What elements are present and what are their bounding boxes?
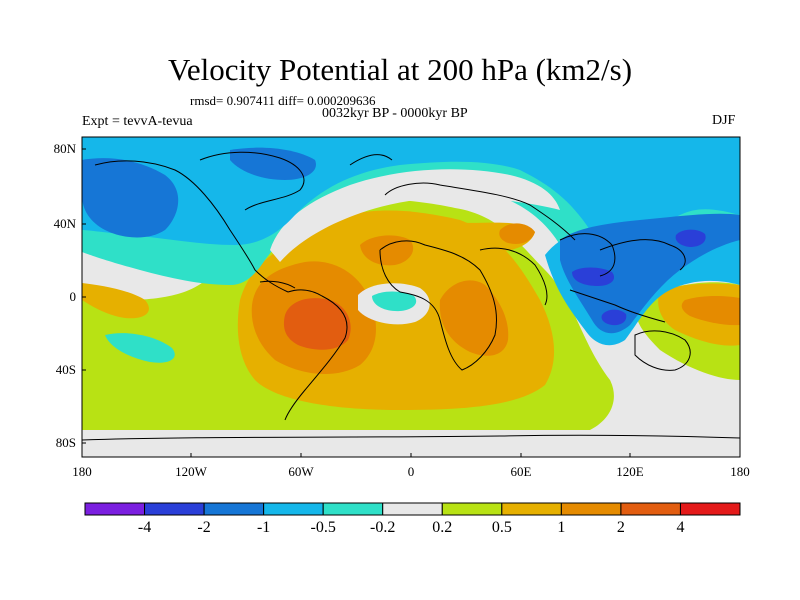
lon-tick-0: 0 [407,464,415,479]
colorbar-swatch [382,502,443,516]
field-darkblue-western-pacific [675,229,706,247]
field-darkorange-east [681,296,740,326]
lat-tick-40s: 40S [55,362,76,377]
experiment-label: Expt = tevvA-tevua [82,114,193,129]
map-title: Velocity Potential at 200 hPa (km2/s) [167,52,633,87]
lon-tick-120e: 120E [616,464,644,479]
field-lightcyan-atlantic [372,291,417,312]
season-label: DJF [712,113,736,128]
colorbar [84,502,741,516]
field-orange-west [82,283,149,319]
colorbar-label: -1 [256,519,271,536]
lon-tick-60e: 60E [510,464,532,479]
statistics-text: rmsd= 0.907411 diff= 0.000209636 [190,93,376,108]
field-blue-north-atlantic [230,147,316,180]
field-neutral-antarctic [82,430,740,457]
field-lightcyan-southeast-pacific [105,333,175,363]
field-darkblue-borneo [572,267,615,286]
colorbar-label: -0.2 [370,519,396,536]
field-darkblue-indian-ocean [601,309,627,326]
field-blue-north-pacific [82,158,179,238]
colorbar-label: 4 [676,519,685,536]
colorbar-swatch [263,502,324,516]
coastlines [82,151,740,441]
colorbar-swatch [84,502,146,516]
lon-tick-180e: 180 [730,464,750,479]
colorbar-label: 2 [616,519,625,536]
lat-tick-80s: 80S [55,435,76,450]
field-red-amazon [283,298,351,350]
tick-marks [82,148,631,457]
colorbar-label: 0.5 [491,519,512,536]
colorbar-label: -0.5 [310,519,336,536]
colorbar-label: -4 [137,519,152,536]
colorbar-label: 1 [557,519,566,536]
colorbar-label: 0.2 [432,519,453,536]
lat-tick-80n: 80N [53,141,76,156]
field-yellow-green-west [82,330,170,380]
lon-tick-120w: 120W [175,464,207,479]
field-darkorange-north-africa [360,235,414,266]
colorbar-swatch [144,502,205,516]
colorbar-swatch [501,502,562,516]
lon-tick-180w: 180 [72,464,92,479]
field-darkorange-africa [439,280,509,356]
colorbar-swatch [560,502,622,516]
colorbar-swatch [679,502,741,516]
colorbar-swatch [322,502,384,516]
colorbar-swatch [620,502,681,516]
lat-tick-0: 0 [69,289,77,304]
period-label: 0032kyr BP - 0000kyr BP [322,106,468,121]
colorbar-swatch [441,502,503,516]
colorbar-label: -2 [197,519,211,536]
lon-tick-60w: 60W [288,464,314,479]
colorbar-swatch [203,502,265,516]
field-darkorange-arabia [499,223,535,244]
lat-tick-40n: 40N [53,216,76,231]
